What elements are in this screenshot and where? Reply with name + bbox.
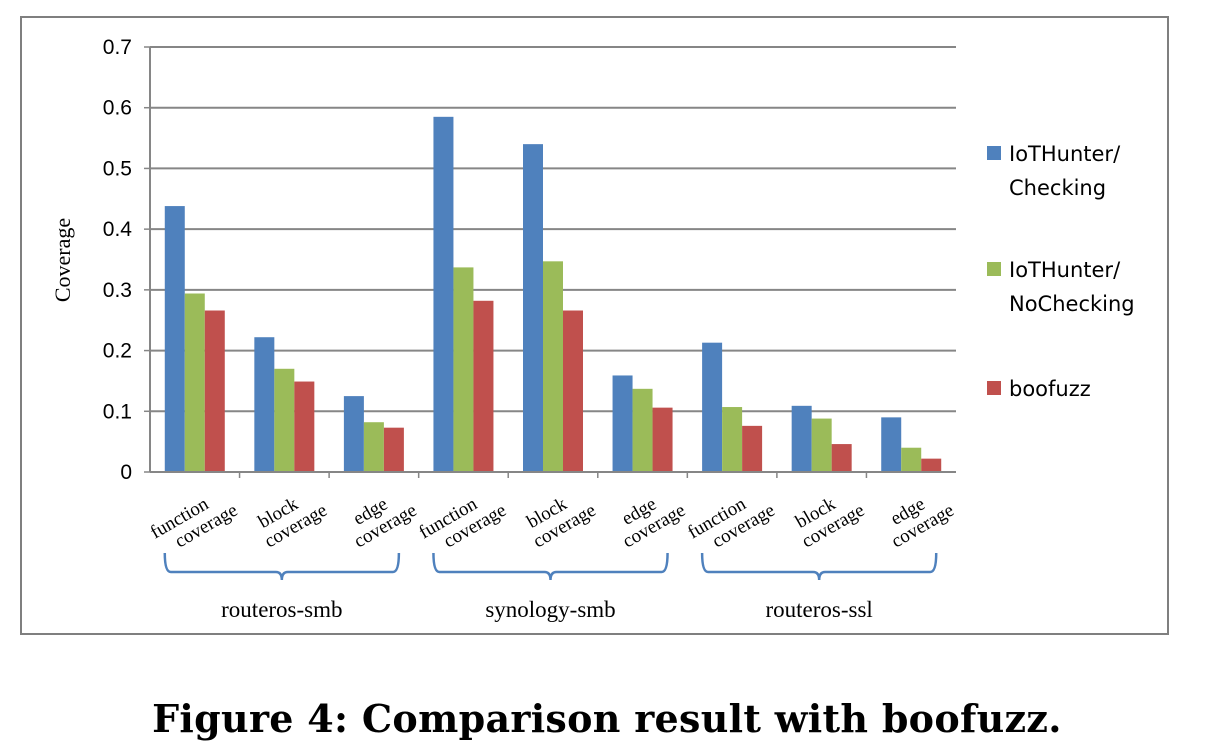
bar	[204, 310, 225, 472]
bar	[383, 427, 404, 472]
y-tick-label: 0	[120, 461, 132, 484]
legend-label: boofuzz	[1009, 377, 1091, 401]
group-label: routeros-ssl	[766, 597, 873, 622]
bar	[901, 447, 922, 472]
figure-caption: Figure 4: Comparison result with boofuzz…	[152, 696, 1062, 741]
y-tick-label: 0.7	[103, 36, 132, 59]
bar	[612, 375, 633, 472]
group-brace	[432, 552, 669, 581]
legend: IoTHunter/Checking IoTHunter/NoChecking bo…	[987, 142, 1135, 401]
y-axis-label: Coverage	[50, 218, 75, 302]
bar	[184, 293, 205, 472]
bar	[811, 418, 832, 472]
legend-label: IoTHunter/	[1009, 142, 1121, 166]
bar	[433, 116, 454, 473]
bar	[164, 206, 185, 473]
bar	[274, 368, 295, 472]
y-tick-labels: 0 0.1 0.2 0.3 0.4 0.5 0.6 0.7	[103, 36, 133, 484]
bar	[722, 407, 743, 472]
bar	[473, 300, 494, 472]
bar	[791, 405, 812, 472]
legend-label: IoTHunter/	[1009, 258, 1121, 282]
axes	[149, 47, 956, 478]
bars	[164, 116, 942, 473]
y-tick-label: 0.3	[103, 279, 132, 302]
y-tick-label: 0.6	[103, 97, 132, 120]
bar	[921, 458, 942, 472]
legend-swatch	[987, 381, 1001, 395]
bar	[343, 396, 364, 472]
bar	[523, 144, 543, 472]
legend-swatch	[987, 146, 1001, 160]
bar	[702, 342, 723, 472]
legend-label: Checking	[1009, 176, 1106, 200]
y-tick-label: 0.5	[103, 157, 132, 180]
legend-label: NoChecking	[1009, 292, 1135, 316]
legend-swatch	[987, 262, 1001, 276]
bar	[831, 444, 852, 472]
bar	[363, 422, 384, 472]
group-labels: routeros-smb synology-smb routeros-ssl	[163, 552, 938, 622]
y-tick-label: 0.4	[103, 218, 133, 241]
bar	[294, 381, 315, 472]
bar	[254, 337, 275, 472]
bar	[563, 310, 583, 472]
group-label: routeros-smb	[221, 597, 342, 622]
bar	[453, 267, 474, 472]
y-tick-label: 0.2	[103, 340, 132, 363]
bar	[652, 407, 673, 472]
y-tick-label: 0.1	[103, 400, 132, 423]
group-brace	[163, 552, 401, 581]
bar	[742, 425, 763, 472]
bar	[881, 417, 902, 472]
group-label: synology-smb	[485, 597, 615, 622]
bar	[543, 261, 563, 472]
bar	[632, 388, 653, 472]
group-brace	[700, 552, 938, 581]
